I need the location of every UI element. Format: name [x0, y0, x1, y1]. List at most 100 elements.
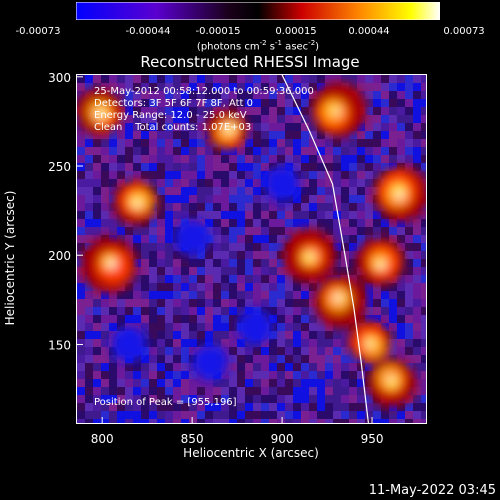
- heatmap-cell: [117, 83, 125, 91]
- heatmap-cell: [301, 315, 309, 323]
- heatmap-cell: [77, 347, 85, 355]
- heatmap-cell: [229, 403, 237, 411]
- heatmap-cell: [125, 379, 133, 387]
- heatmap-cell: [109, 307, 117, 315]
- heatmap-cell: [317, 395, 325, 403]
- heatmap-cell: [389, 339, 397, 347]
- heatmap-cell: [165, 219, 173, 227]
- heatmap-cell: [349, 235, 357, 243]
- heatmap-cell: [349, 251, 357, 259]
- heatmap-cell: [293, 315, 301, 323]
- heatmap-cell: [413, 235, 421, 243]
- heatmap-cell: [253, 347, 261, 355]
- heatmap-cell: [181, 179, 189, 187]
- heatmap-cell: [189, 115, 197, 123]
- heatmap-cell: [389, 323, 397, 331]
- heatmap-cell: [421, 275, 426, 283]
- heatmap-cell: [213, 163, 221, 171]
- heatmap-cell: [317, 355, 325, 363]
- heatmap-cell: [293, 99, 301, 107]
- heatmap-cell: [253, 107, 261, 115]
- heatmap-cell: [221, 411, 229, 419]
- heatmap-bright-blob: [134, 200, 141, 208]
- heatmap-cell: [221, 83, 229, 91]
- heatmap-cell: [405, 75, 413, 83]
- heatmap-cell: [389, 227, 397, 235]
- heatmap-cell: [269, 299, 277, 307]
- heatmap-cell: [181, 147, 189, 155]
- heatmap-cell: [293, 203, 301, 211]
- heatmap-cell: [229, 211, 237, 219]
- heatmap-cell: [189, 187, 197, 195]
- heatmap-cell: [109, 419, 117, 423]
- heatmap-cell: [421, 123, 426, 131]
- heatmap-cell: [405, 347, 413, 355]
- heatmap-cell: [405, 291, 413, 299]
- heatmap-cell: [149, 355, 157, 363]
- heatmap-cell: [293, 107, 301, 115]
- heatmap-cell: [181, 323, 189, 331]
- heatmap-cell: [101, 323, 109, 331]
- heatmap-cell: [149, 123, 157, 131]
- heatmap-cell: [229, 235, 237, 243]
- heatmap-cell: [141, 107, 149, 115]
- heatmap-cell: [373, 307, 381, 315]
- heatmap-cell: [173, 115, 181, 123]
- heatmap-cell: [189, 379, 197, 387]
- heatmap-cell: [301, 91, 309, 99]
- heatmap-cell: [213, 379, 221, 387]
- heatmap-cell: [245, 115, 253, 123]
- heatmap-cell: [381, 283, 389, 291]
- heatmap-cell: [317, 323, 325, 331]
- heatmap-cell: [413, 307, 421, 315]
- heatmap-cell: [149, 243, 157, 251]
- heatmap-cell: [85, 387, 93, 395]
- heatmap-cell: [293, 123, 301, 131]
- heatmap-cell: [125, 99, 133, 107]
- heatmap-cell: [133, 275, 141, 283]
- heatmap-cell: [85, 195, 93, 203]
- heatmap-cell: [245, 195, 253, 203]
- heatmap-cell: [277, 291, 285, 299]
- heatmap-cell: [173, 323, 181, 331]
- heatmap-cell: [261, 243, 269, 251]
- heatmap-cell: [93, 155, 101, 163]
- heatmap-cell: [413, 283, 421, 291]
- heatmap-cell: [413, 75, 421, 83]
- heatmap-cell: [141, 243, 149, 251]
- heatmap-cell: [397, 131, 405, 139]
- heatmap-cell: [317, 363, 325, 371]
- heatmap-cell: [301, 75, 309, 83]
- heatmap-cell: [269, 363, 277, 371]
- heatmap-cell: [117, 379, 125, 387]
- heatmap-cell: [157, 83, 165, 91]
- heatmap-dim-blob: [237, 308, 274, 345]
- heatmap-cell: [77, 227, 85, 235]
- heatmap-cell: [165, 115, 173, 123]
- heatmap-cell: [389, 163, 397, 171]
- heatmap-cell: [389, 139, 397, 147]
- heatmap-cell: [357, 139, 365, 147]
- heatmap-cell: [293, 155, 301, 163]
- heatmap-cell: [333, 331, 341, 339]
- heatmap-cell: [389, 419, 397, 423]
- heatmap-cell: [381, 147, 389, 155]
- heatmap-cell: [149, 219, 157, 227]
- heatmap-cell: [197, 75, 205, 83]
- heatmap-cell: [293, 379, 301, 387]
- heatmap-cell: [125, 75, 133, 83]
- heatmap-cell: [397, 227, 405, 235]
- heatmap-cell: [413, 387, 421, 395]
- heatmap-cell: [109, 387, 117, 395]
- heatmap-cell: [325, 75, 333, 83]
- heatmap-cell: [157, 251, 165, 259]
- heatmap-cell: [397, 99, 405, 107]
- heatmap-cell: [189, 163, 197, 171]
- heatmap-cell: [349, 403, 357, 411]
- heatmap-cell: [317, 379, 325, 387]
- heatmap-cell: [245, 355, 253, 363]
- heatmap-cell: [149, 323, 157, 331]
- heatmap-cell: [349, 267, 357, 275]
- heatmap-cell: [285, 203, 293, 211]
- heatmap-cell: [133, 99, 141, 107]
